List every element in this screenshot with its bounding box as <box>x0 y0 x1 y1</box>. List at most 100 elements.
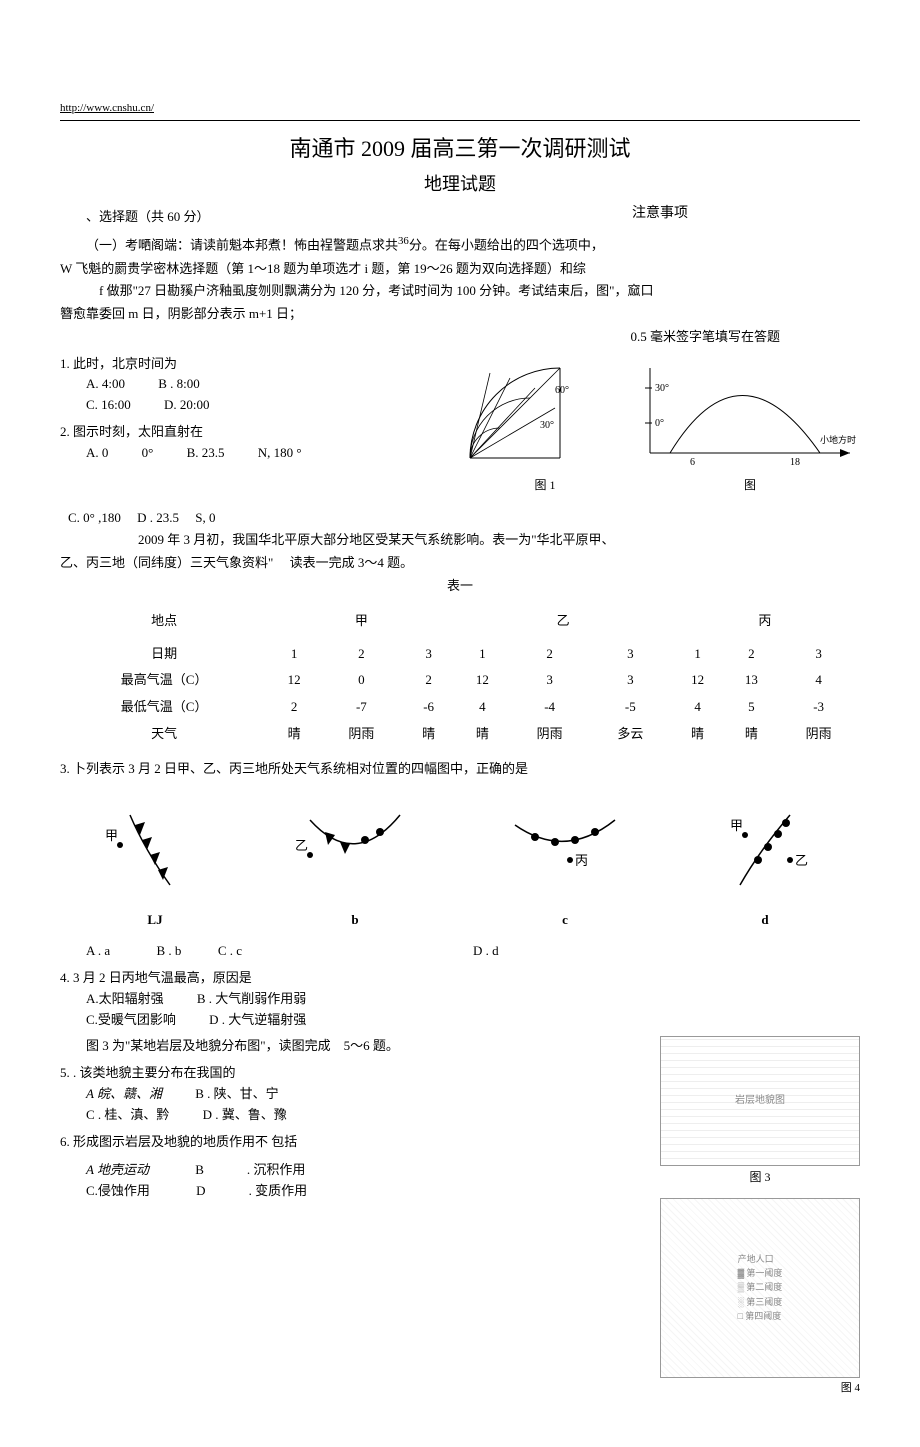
td-h-7: 13 <box>725 668 777 693</box>
q6-text: 形成图示岩层及地貌的地质作用不 包括 <box>73 1134 297 1149</box>
q3-opt-a: A . a <box>86 941 110 962</box>
td-w-8: 阴雨 <box>779 722 858 747</box>
td-h-4: 3 <box>510 668 589 693</box>
q6-opt-a: A 地壳运动 <box>86 1160 149 1181</box>
q2-opt-a: A. 0 <box>86 443 108 464</box>
q5-opt-a: A 皖、赣、湘 <box>86 1084 162 1105</box>
td-d-1: 2 <box>322 642 401 667</box>
fig3-intro-text2: 5～6 题。 <box>344 1038 399 1053</box>
td-d-3: 1 <box>457 642 509 667</box>
td-l-0: 2 <box>268 695 320 720</box>
legend-2: ▒ 第二阈度 <box>738 1280 783 1294</box>
q4-opt-d: D . 大气逆辐射强 <box>209 1010 306 1031</box>
q5-opt-c: C . 桂、滇、黔 <box>86 1105 169 1126</box>
q6-opt-b2: . 沉积作用 <box>247 1160 306 1181</box>
question-3: 3. 卜列表示 3 月 2 日甲、乙、丙三地所处天气系统相对位置的四幅图中，正确… <box>60 759 860 780</box>
q3-text: 卜列表示 3 月 2 日甲、乙、丙三地所处天气系统相对位置的四幅图中，正确的是 <box>73 761 528 776</box>
diagram-b: 乙 b <box>290 800 420 932</box>
q4-opt-c: C.受暖气团影响 <box>86 1010 176 1031</box>
q5-opt-b: B . 陕、甘、宁 <box>195 1084 278 1105</box>
diagram-a: 甲 LJ <box>100 800 210 932</box>
diag-b-yi: 乙 <box>295 838 308 853</box>
th-bing: 丙 <box>672 609 858 640</box>
td-d-8: 3 <box>779 642 858 667</box>
fig2-x18: 18 <box>790 457 800 468</box>
diagram-c: 丙 c <box>500 800 630 932</box>
td-w-4: 阴雨 <box>510 722 589 747</box>
intro-score: 36 <box>398 235 409 247</box>
section-1-label: 、选择题（共 60 分） <box>60 207 460 228</box>
diag-c-bing: 丙 <box>575 853 588 868</box>
q3-opt-d: D . d <box>473 941 499 962</box>
td-d-2: 3 <box>403 642 455 667</box>
q5-num: 5. <box>60 1065 70 1080</box>
q4-num: 4. <box>60 970 70 985</box>
q2-opt-b2: N, 180 ° <box>258 443 302 464</box>
fig2-xaxis: 小地方时 <box>820 434 856 445</box>
td-l-7: 5 <box>725 695 777 720</box>
exam-subtitle: 地理试题 <box>60 170 860 199</box>
td-w-5: 多云 <box>591 722 670 747</box>
fig3-label: 图 3 <box>660 1168 860 1187</box>
intro-line-4: 簪愈靠委回 m 日，阴影部分表示 m+1 日； <box>60 304 860 325</box>
th-yi: 乙 <box>457 609 670 640</box>
td-l-2: -6 <box>403 695 455 720</box>
th-jia: 甲 <box>268 609 454 640</box>
question-4: 4. 3 月 2 日丙地气温最高，原因是 A.太阳辐射强 B . 大气削弱作用弱… <box>60 968 860 1030</box>
th-place: 地点 <box>62 609 266 640</box>
pen-note: 0.5 毫米签字笔填写在答题 <box>60 327 860 348</box>
q1-opt-c: C. 16:00 <box>86 395 131 416</box>
fig3-intro-text: 图 3 为"某地岩层及地貌分布图"，读图完成 <box>86 1038 331 1053</box>
td-l-5: -5 <box>591 695 670 720</box>
td-h-5: 3 <box>591 668 670 693</box>
q4-opt-b: B . 大气削弱作用弱 <box>197 989 306 1010</box>
q6-opt-c: C.侵蚀作用 <box>86 1181 150 1202</box>
intro-line-1: （一）考嗮阁端：请读前魁本邦煮！怖由裎警题点求共36分。在每小题给出的四个选项中… <box>60 233 860 256</box>
td-w-1: 阴雨 <box>322 722 401 747</box>
diagram-d: 甲 乙 d <box>710 800 820 932</box>
q2-opt-d: D . 23.5 <box>137 510 179 525</box>
td-h-8: 4 <box>779 668 858 693</box>
q4-text: 3 月 2 日丙地气温最高，原因是 <box>73 970 252 985</box>
td-d-6: 1 <box>672 642 724 667</box>
q2-opt-b: B. 23.5 <box>187 443 225 464</box>
q5-opt-d: D . 冀、鲁、豫 <box>203 1105 287 1126</box>
td-l-1: -7 <box>322 695 401 720</box>
td-l-6: 4 <box>672 695 724 720</box>
question-1: 1. 此时，北京时间为 A. 4:00 B . 8:00 C. 16:00 D.… <box>60 354 440 416</box>
intro-line-1a: （一）考嗮阁端：请读前魁本邦煮！怖由裎警题点求共 <box>86 238 398 253</box>
legend-3: ░ 第三阈度 <box>738 1295 783 1309</box>
q1-num: 1. <box>60 356 70 371</box>
legend-1: ▓ 第一阈度 <box>738 1266 783 1280</box>
q2-text: 图示时刻，太阳直射在 <box>73 424 203 439</box>
diag-c-label: c <box>500 910 630 931</box>
figure-3-4-area: 岩层地貌图 图 3 产地人口 ▓ 第一阈度 ▒ 第二阈度 ░ 第三阈度 □ 第四… <box>660 1036 860 1397</box>
td-d-5: 3 <box>591 642 670 667</box>
td-h-0: 12 <box>268 668 320 693</box>
fig1-label: 图 1 <box>460 476 630 495</box>
td-l-8: -3 <box>779 695 858 720</box>
q6-opt-b: B <box>195 1160 204 1181</box>
table-title: 表一 <box>60 576 860 597</box>
td-h-6: 12 <box>672 668 724 693</box>
td-l-3: 4 <box>457 695 509 720</box>
q3-num: 3. <box>60 761 70 776</box>
td-w-7: 晴 <box>725 722 777 747</box>
page-url-header: http://www.cnshu.cn/ <box>60 100 860 121</box>
exam-title: 南通市 2009 届高三第一次调研测试 <box>60 131 860 166</box>
diag-d-jia: 甲 <box>730 818 743 833</box>
weather-intro-3: 读表一完成 3～4 题。 <box>290 555 414 570</box>
fig2-x6: 6 <box>690 457 695 468</box>
q2-opt-a2: 0° <box>142 443 154 464</box>
q2-opt-d2: S, 0 <box>195 510 215 525</box>
q6-opt-d2: . 变质作用 <box>249 1181 308 1202</box>
weather-table: 地点 甲 乙 丙 日期 1 2 3 1 2 3 1 2 3 最高气温（C） 12… <box>60 607 860 749</box>
th-wx: 天气 <box>62 722 266 747</box>
diag-d-label: d <box>710 910 820 931</box>
q3-opt-b: B . b <box>156 941 181 962</box>
diag-d-yi: 乙 <box>795 853 808 868</box>
q5-text: . 该类地貌主要分布在我国的 <box>73 1065 236 1080</box>
th-lo: 最低气温（C） <box>62 695 266 720</box>
diag-a-jia: 甲 <box>105 828 118 843</box>
td-h-2: 2 <box>403 668 455 693</box>
